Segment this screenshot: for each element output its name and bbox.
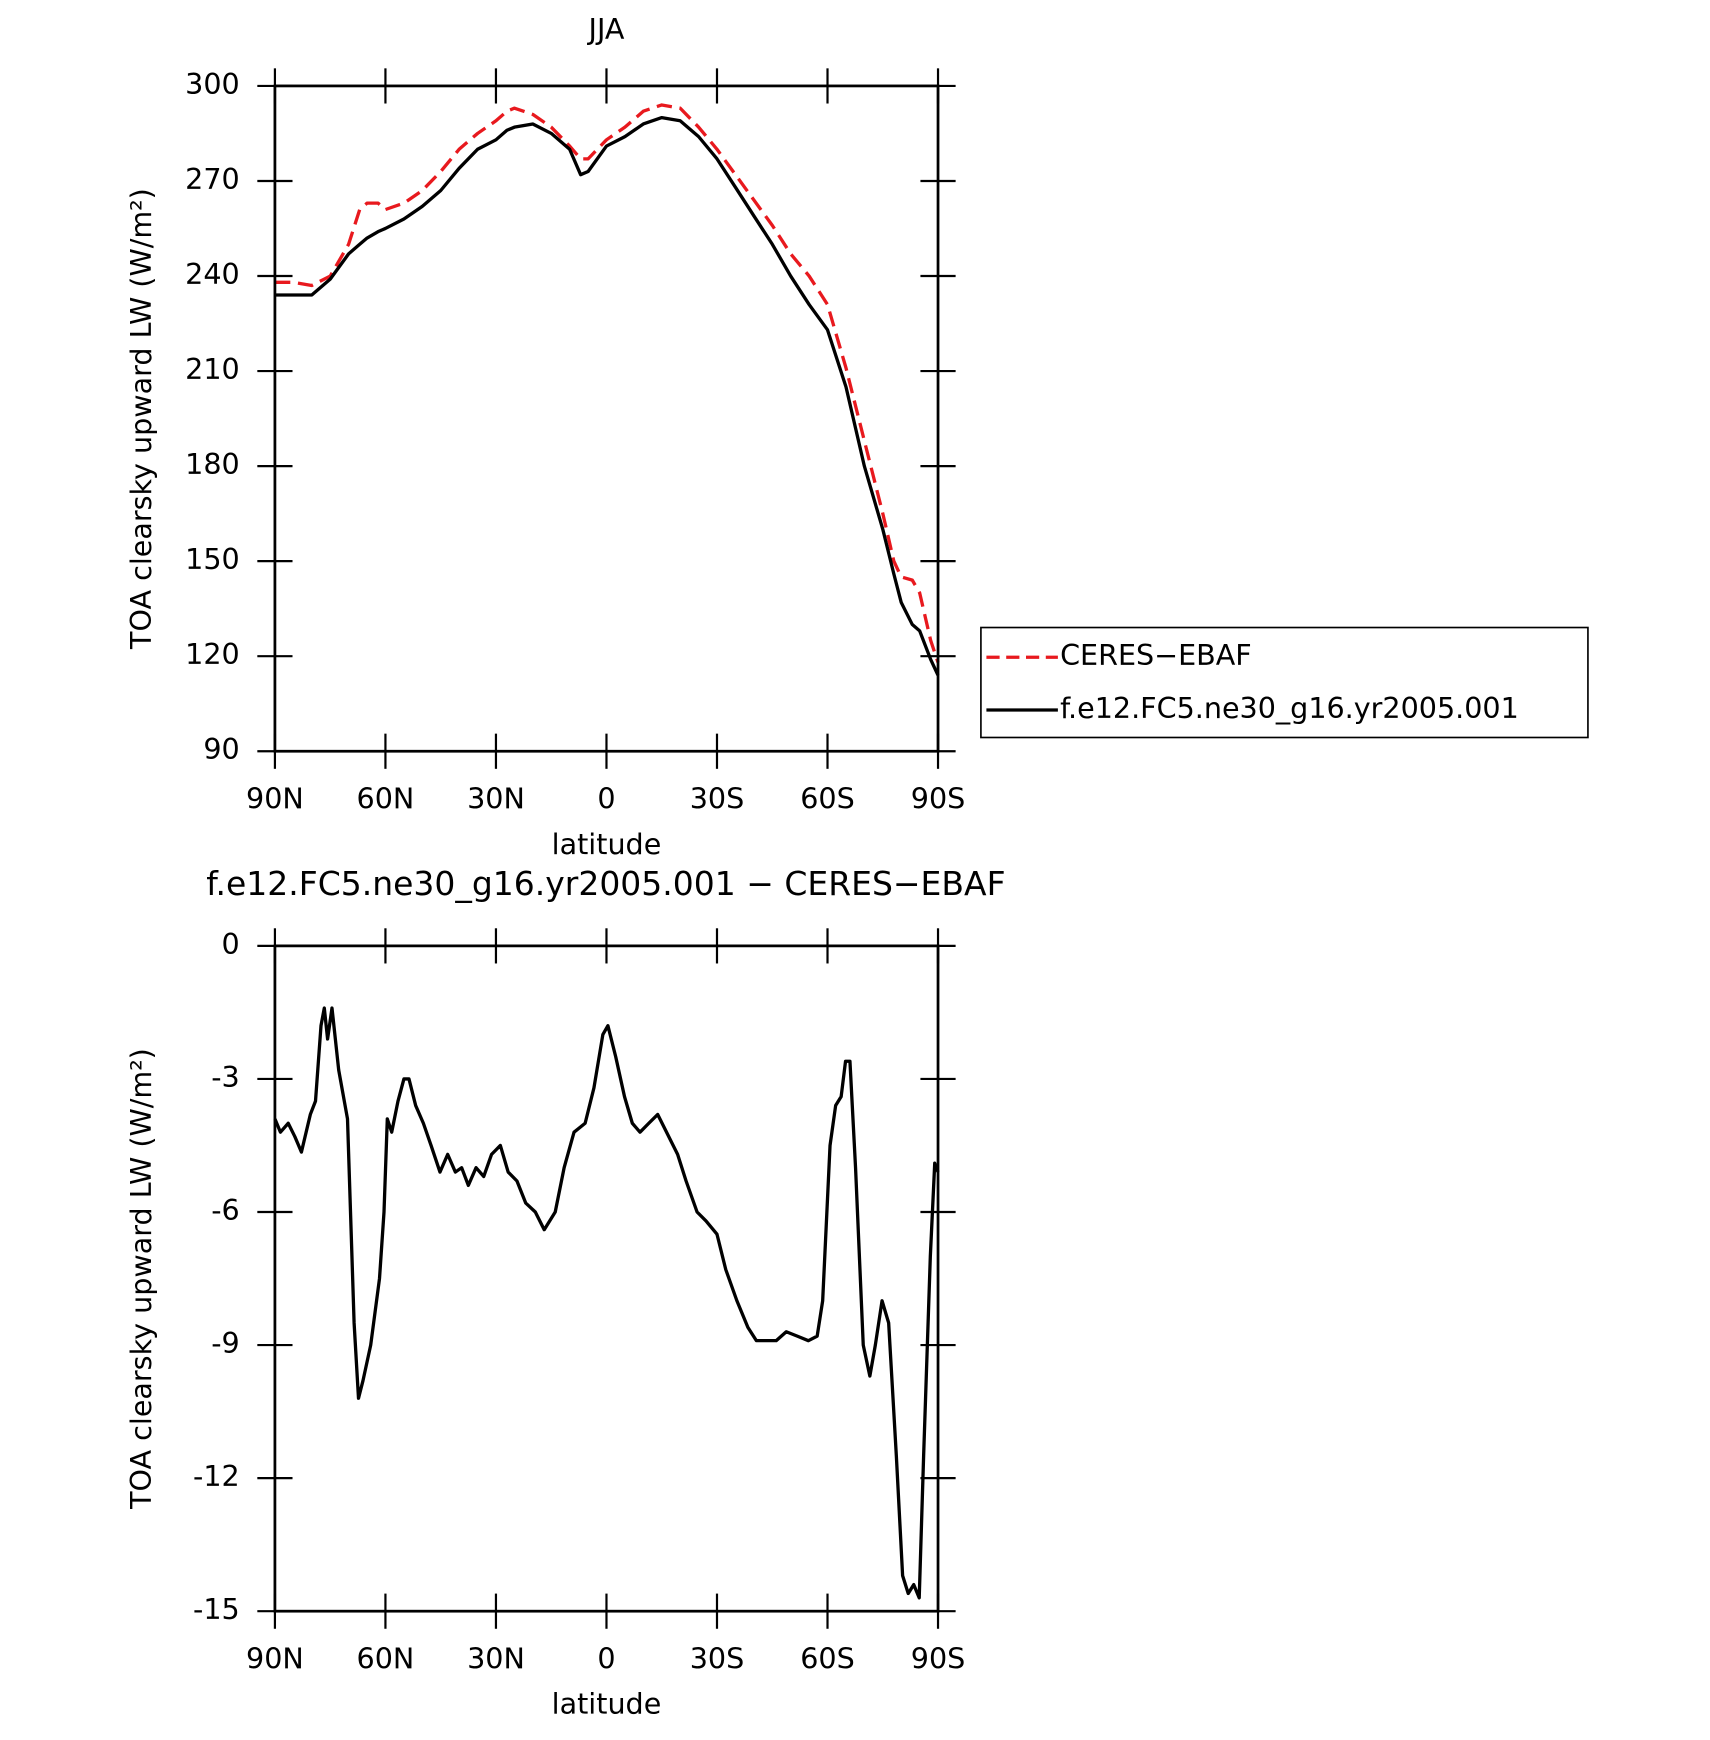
y-tick-label: 150 <box>185 542 240 576</box>
legend-box <box>980 626 1589 739</box>
y-tick-label: -3 <box>211 1060 240 1094</box>
y-tick-label: 270 <box>185 162 240 196</box>
y-tick-label: 240 <box>185 257 240 291</box>
y-axis-label: TOA clearsky upward LW (W/m²) <box>124 1048 158 1510</box>
x-tick-label: 0 <box>597 782 615 816</box>
plot-frame <box>273 84 940 753</box>
x-tick-label: 30S <box>690 1642 745 1676</box>
y-tick-label: -15 <box>193 1592 240 1626</box>
chart-title: f.e12.FC5.ne30_g16.yr2005.001 − CERES−EB… <box>206 864 1005 903</box>
x-tick-label: 30N <box>467 1642 525 1676</box>
y-axis-label: TOA clearsky upward LW (W/m²) <box>124 188 158 650</box>
x-tick-label: 60N <box>357 1642 415 1676</box>
y-tick-label: 210 <box>185 352 240 386</box>
x-tick-label: 0 <box>597 1642 615 1676</box>
x-tick-label: 30N <box>467 782 525 816</box>
x-tick-label: 60N <box>357 782 415 816</box>
line-series <box>273 1006 940 1600</box>
y-tick-label: 180 <box>185 447 240 481</box>
plot-frame <box>273 944 940 1613</box>
y-tick-label: 120 <box>185 637 240 671</box>
chart-title: JJA <box>587 12 625 46</box>
x-tick-label: 60S <box>800 782 855 816</box>
x-tick-label: 30S <box>690 782 745 816</box>
y-tick-label: -9 <box>211 1326 240 1360</box>
x-tick-label: 90N <box>246 782 304 816</box>
y-tick-label: -6 <box>211 1193 240 1227</box>
x-axis-label: latitude <box>552 827 662 861</box>
y-tick-label: 0 <box>222 927 240 961</box>
y-tick-label: -12 <box>193 1459 240 1493</box>
y-tick-label: 90 <box>203 732 239 766</box>
x-axis-label: latitude <box>552 1687 662 1721</box>
legend-label: CERES−EBAF <box>1060 638 1252 672</box>
x-tick-label: 90S <box>911 1642 966 1676</box>
x-tick-label: 90S <box>911 782 966 816</box>
line-series <box>274 103 940 664</box>
legend-label: f.e12.FC5.ne30_g16.yr2005.001 <box>1060 691 1519 725</box>
line-series <box>274 115 940 676</box>
x-tick-label: 60S <box>800 1642 855 1676</box>
y-tick-label: 300 <box>185 67 240 101</box>
x-tick-label: 90N <box>246 1642 304 1676</box>
